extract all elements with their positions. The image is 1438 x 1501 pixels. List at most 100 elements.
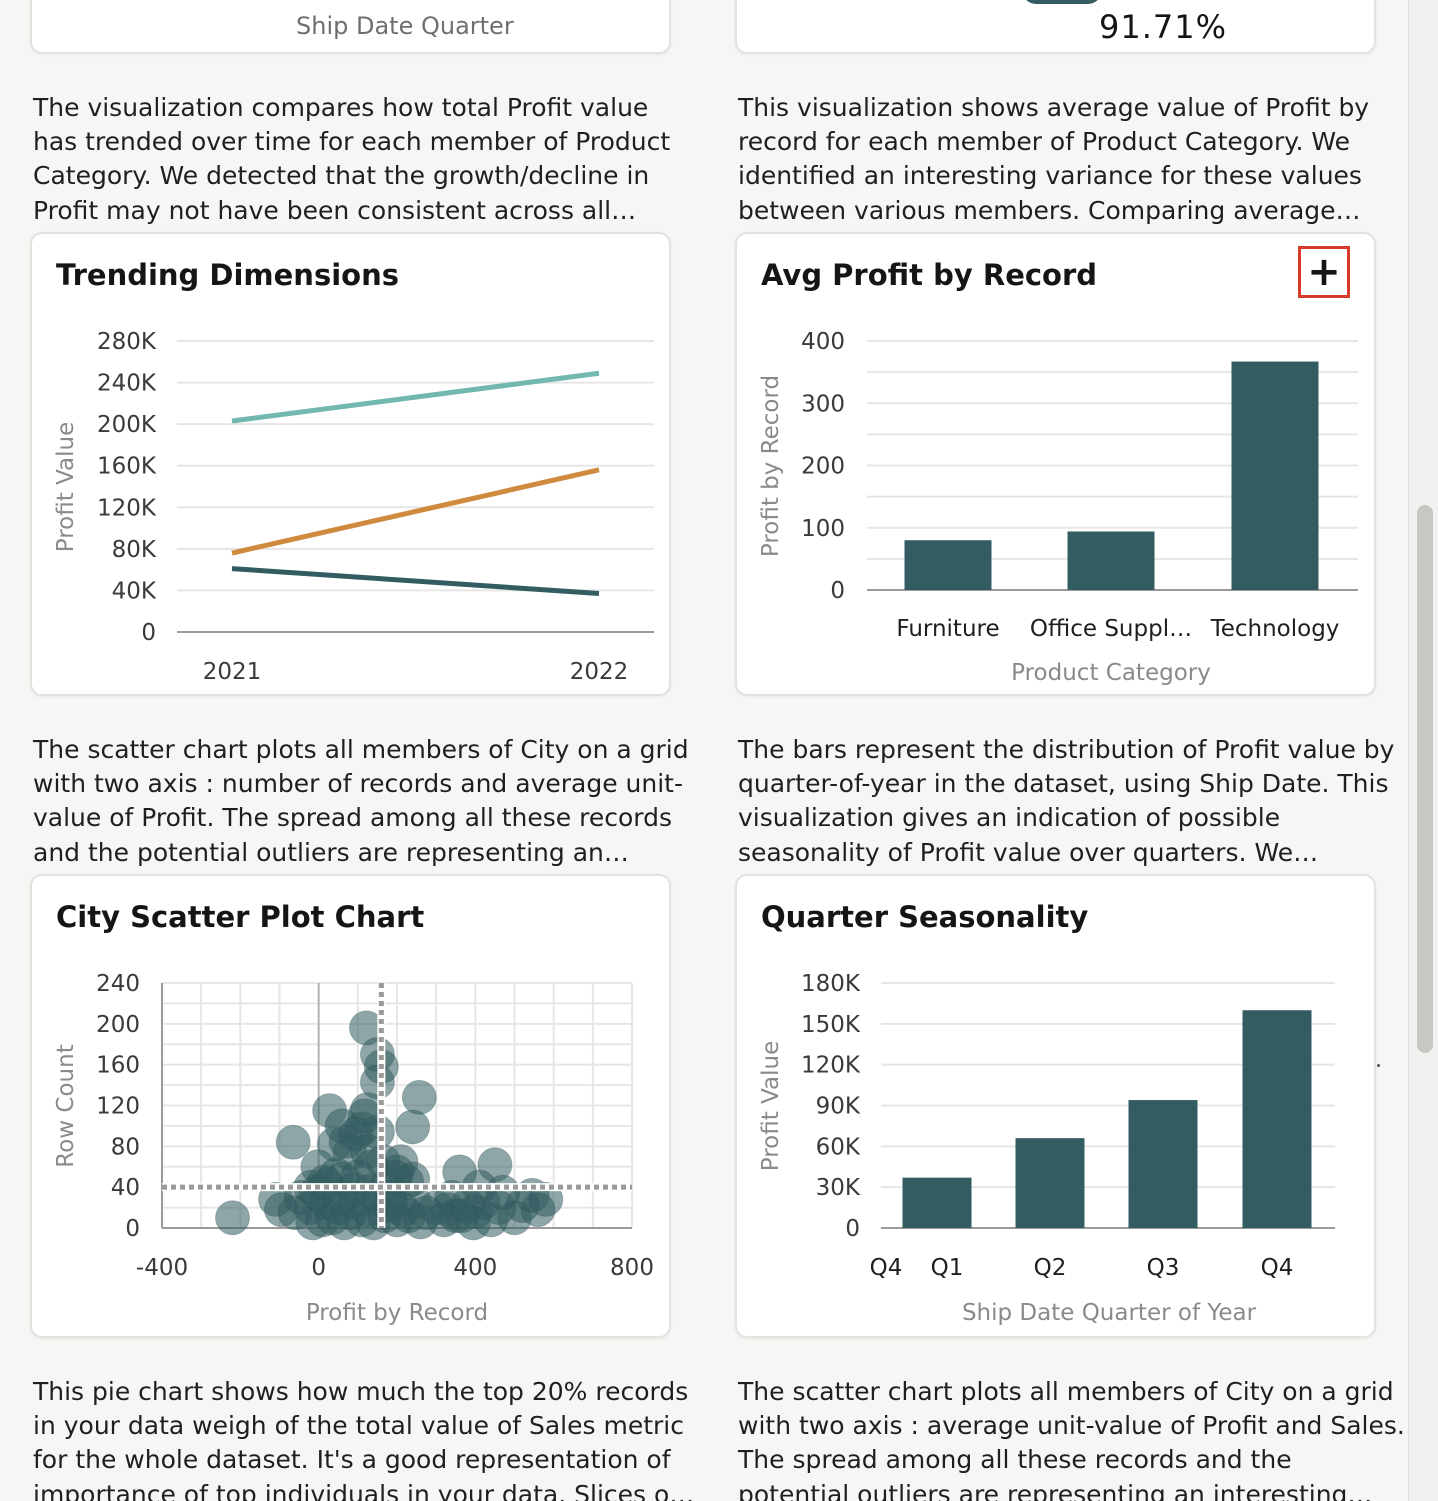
scatter-point: [383, 1144, 419, 1180]
scatter-point: [307, 1164, 343, 1200]
sales-scatter-description: The scatter chart plots all members of C…: [738, 1375, 1405, 1501]
description-line: The scatter chart plots all members of C…: [738, 1377, 1394, 1406]
y-tick-label: 300: [801, 391, 845, 417]
description-line: with two axis : average unit-value of Pr…: [738, 1411, 1405, 1441]
description-line: identified an interesting variance for t…: [738, 161, 1362, 191]
description-line: quarter-of-year in the dataset, using Sh…: [738, 769, 1389, 799]
city-scatter-card[interactable]: City Scatter Plot Chart 0 40 80 120 160 200 24…: [30, 874, 671, 1338]
y-tick-label: 90K: [816, 1094, 861, 1120]
description-line: This visualization shows average value o…: [738, 93, 1370, 122]
x-tick-label: Q4: [1261, 1255, 1294, 1281]
trending-dimensions-chart: 0 40K 80K 120K 160K 200K 240K 280K 2021 2022 Profi…: [53, 329, 654, 685]
description-line: for the whole dataset. It's a good repre…: [33, 1445, 671, 1475]
description-line: This pie chart shows how much the top 20…: [33, 1377, 689, 1406]
y-tick-label: 150K: [801, 1012, 861, 1038]
bar: [902, 1177, 972, 1228]
y-tick-label: 0: [830, 578, 845, 604]
x-tick-label: Q2: [1034, 1255, 1067, 1281]
scatter-point: [215, 1200, 250, 1236]
kpi-value: 91.71%: [1099, 8, 1228, 46]
y-tick-label: 0: [845, 1216, 860, 1242]
x-tick-label: Q3: [1147, 1255, 1180, 1281]
x-axis-label: Product Category: [1011, 660, 1211, 686]
y-tick-label: 80: [111, 1134, 140, 1160]
description-line: The bars represent the distribution of P…: [738, 735, 1395, 764]
ship-date-quarter-axis-label: Ship Date Quarter: [296, 12, 514, 40]
x-tick-label-extra: Q4: [870, 1255, 903, 1281]
y-axis-label: Row Count: [53, 1044, 79, 1167]
y-tick-label: 120K: [801, 1053, 861, 1079]
card-title: City Scatter Plot Chart: [56, 900, 425, 934]
x-tick-label: Q1: [931, 1255, 964, 1281]
y-tick-label: 60K: [816, 1134, 861, 1160]
x-tick-label: 2022: [570, 659, 629, 685]
y-axis-label: Profit by Record: [758, 375, 784, 557]
avg-profit-chart: 0 100 200 300 400 Furniture Office Suppl… Techn…: [758, 329, 1358, 686]
y-tick-label: 100: [801, 516, 845, 542]
card-title: Quarter Seasonality: [761, 900, 1089, 934]
x-axis-label: Profit by Record: [306, 1300, 488, 1326]
y-tick-label: 240K: [97, 371, 157, 397]
y-axis-label: Profit Value: [53, 422, 79, 552]
description-line: value of Profit. The spread among all th…: [33, 803, 673, 833]
page-scrollbar[interactable]: [1408, 0, 1438, 1501]
bar: [1067, 531, 1155, 590]
x-tick-label: Furniture: [896, 616, 999, 642]
description-line: Category. We detected that the growth/de…: [33, 161, 650, 191]
scrollbar-thumb[interactable]: [1417, 505, 1433, 1053]
x-tick-label: 800: [610, 1255, 654, 1281]
y-tick-label: 160: [96, 1053, 140, 1079]
description-line: The spread among all these records and t…: [738, 1445, 1292, 1475]
description-line: has trended over time for each member of…: [33, 127, 671, 157]
scatter-point: [401, 1079, 437, 1115]
bar: [904, 540, 992, 590]
kpi-card: 91.71%: [735, 0, 1376, 54]
y-tick-label: 40K: [112, 578, 157, 604]
add-to-canvas-button[interactable]: +: [1298, 246, 1350, 298]
description-line: Profit may not have been consistent acro…: [33, 195, 637, 225]
description-line: and the potential outliers are represent…: [33, 837, 629, 867]
stray-dot: [1377, 1064, 1380, 1067]
trending-dimensions-card[interactable]: Trending Dimensions 0 40K 80K 120K 160K 200K 2…: [30, 232, 671, 696]
pie-description: This pie chart shows how much the top 20…: [33, 1375, 694, 1501]
x-tick-label: Office Suppl…: [1030, 616, 1192, 642]
y-tick-label: 30K: [816, 1175, 861, 1201]
description-line: with two axis : number of records and av…: [33, 769, 683, 799]
y-tick-label: 280K: [97, 329, 157, 355]
y-tick-label: 180K: [801, 971, 861, 997]
avg-profit-description: This visualization shows average value o…: [738, 91, 1369, 228]
bar: [1015, 1138, 1085, 1228]
description-line: between various members. Comparing avera…: [738, 195, 1361, 225]
description-line: in your data weigh of the total value of…: [33, 1411, 684, 1441]
quarter-seasonality-card[interactable]: Quarter Seasonality 0 30K 60K 90K 120K 150K 18…: [735, 874, 1376, 1338]
y-axis-label: Profit Value: [758, 1041, 784, 1171]
scatter-point: [275, 1124, 311, 1160]
y-tick-label: 200K: [97, 412, 157, 438]
series-line: [231, 467, 600, 556]
x-tick-label: -400: [136, 1255, 188, 1281]
card-title: Trending Dimensions: [56, 258, 399, 292]
city-scatter-description: The scatter chart plots all members of C…: [33, 733, 689, 870]
scatter-point: [485, 1174, 521, 1210]
series-line: [231, 370, 600, 424]
ship-date-quarter-card: Ship Date Quarter: [30, 0, 671, 54]
y-tick-label: 40: [111, 1175, 140, 1201]
card-title: Avg Profit by Record: [761, 258, 1098, 292]
y-tick-label: 400: [801, 329, 845, 355]
description-line: The scatter chart plots all members of C…: [33, 735, 689, 764]
y-tick-label: 80K: [112, 537, 157, 563]
x-axis-label: Ship Date Quarter of Year: [962, 1300, 1257, 1326]
y-tick-label: 200: [801, 454, 845, 480]
kpi-gauge-arc: [1022, 0, 1102, 4]
description-line: seasonality of Profit value over quarter…: [738, 837, 1319, 867]
scatter-point: [395, 1109, 431, 1145]
bar: [1128, 1100, 1198, 1228]
x-tick-label: 0: [311, 1255, 326, 1281]
series-line: [231, 566, 600, 597]
y-tick-label: 120: [96, 1094, 140, 1120]
avg-profit-card[interactable]: Avg Profit by Record + 0 100 200 300 400 Furn…: [735, 232, 1376, 696]
x-tick-label: Technology: [1210, 616, 1340, 642]
scatter-point: [324, 1108, 360, 1144]
x-tick-label: 2021: [203, 659, 262, 685]
